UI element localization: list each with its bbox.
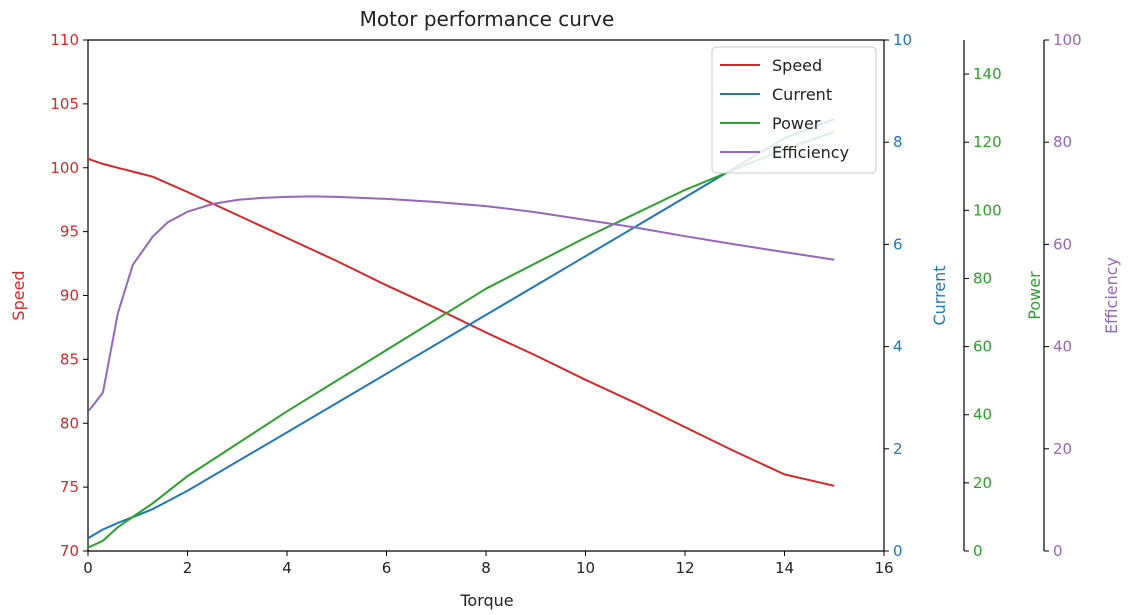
x-tick-label: 16 bbox=[874, 559, 893, 577]
x-tick-label: 8 bbox=[481, 559, 491, 577]
power-tick-label: 60 bbox=[973, 338, 992, 356]
speed-series-line bbox=[87, 157, 835, 487]
speed-legend-label: Speed bbox=[772, 56, 822, 75]
speed-tick-label: 80 bbox=[60, 414, 79, 432]
power-series-line bbox=[87, 131, 835, 549]
current-tick-label: 10 bbox=[893, 31, 912, 49]
speed-tick-label: 105 bbox=[50, 95, 79, 113]
series-layer bbox=[87, 118, 835, 549]
x-tick-label: 4 bbox=[282, 559, 292, 577]
power-tick-label: 0 bbox=[973, 542, 983, 560]
speed-tick-label: 70 bbox=[60, 542, 79, 560]
power-tick-label: 100 bbox=[973, 201, 1002, 219]
x-axis-label: Torque bbox=[459, 591, 513, 610]
efficiency-tick-label: 60 bbox=[1053, 235, 1072, 253]
efficiency-series-line bbox=[88, 195, 835, 412]
efficiency-legend-label: Efficiency bbox=[772, 143, 849, 162]
legend-box bbox=[711, 46, 877, 174]
power-tick-label: 140 bbox=[973, 65, 1002, 83]
efficiency-tick-label: 100 bbox=[1053, 31, 1082, 49]
power-legend-label: Power bbox=[772, 114, 821, 133]
speed-tick-label: 75 bbox=[60, 478, 79, 496]
speed-tick-label: 110 bbox=[50, 31, 79, 49]
efficiency-tick-label: 0 bbox=[1053, 542, 1063, 560]
speed-tick-label: 100 bbox=[50, 159, 79, 177]
efficiency-axis-label: Efficiency bbox=[1102, 257, 1121, 334]
current-series-line bbox=[87, 118, 835, 540]
power-tick-label: 20 bbox=[973, 474, 992, 492]
current-tick-label: 0 bbox=[893, 542, 903, 560]
x-tick-label: 2 bbox=[183, 559, 193, 577]
chart-title: Motor performance curve bbox=[360, 7, 615, 31]
power-tick-label: 40 bbox=[973, 406, 992, 424]
x-tick-label: 14 bbox=[775, 559, 794, 577]
efficiency-tick-label: 40 bbox=[1053, 338, 1072, 356]
speed-axis-label: Speed bbox=[9, 270, 28, 320]
power-tick-label: 80 bbox=[973, 269, 992, 287]
speed-tick-label: 95 bbox=[60, 223, 79, 241]
current-tick-label: 2 bbox=[893, 440, 903, 458]
current-tick-label: 4 bbox=[893, 338, 903, 356]
x-tick-label: 0 bbox=[83, 559, 93, 577]
current-axis-label: Current bbox=[930, 265, 949, 325]
current-tick-label: 6 bbox=[893, 235, 903, 253]
power-tick-label: 120 bbox=[973, 133, 1002, 151]
efficiency-tick-label: 80 bbox=[1053, 133, 1072, 151]
x-tick-label: 10 bbox=[576, 559, 595, 577]
axes-layer: 0 2 4 6 8 10 12 14 16707580859095100105110Speed0… bbox=[9, 31, 1121, 577]
legend: Speed Current Power Efficiency bbox=[711, 46, 877, 174]
current-legend-label: Current bbox=[772, 85, 832, 104]
current-tick-label: 8 bbox=[893, 133, 903, 151]
power-axis-label: Power bbox=[1025, 271, 1044, 320]
x-tick-label: 6 bbox=[382, 559, 392, 577]
speed-tick-label: 85 bbox=[60, 350, 79, 368]
x-tick-label: 12 bbox=[675, 559, 694, 577]
speed-tick-label: 90 bbox=[60, 287, 79, 305]
efficiency-tick-label: 20 bbox=[1053, 440, 1072, 458]
